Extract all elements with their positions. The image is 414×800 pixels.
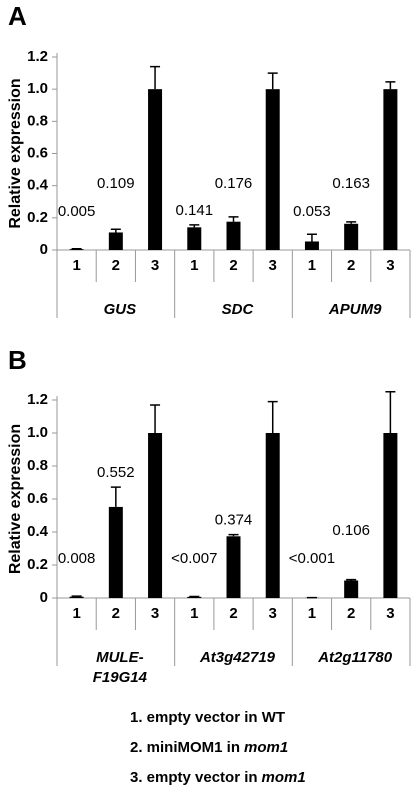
error-bar (385, 81, 396, 90)
bar (344, 223, 359, 250)
bar (187, 227, 202, 250)
x-tick-label: 1 (190, 605, 198, 622)
bar (383, 433, 398, 598)
x-tick-label: 2 (347, 257, 355, 274)
x-tick-label: 1 (190, 257, 198, 274)
x-tick-label: 3 (269, 257, 277, 274)
x-tick-label: 3 (386, 257, 394, 274)
data-label: 0.005 (58, 203, 96, 220)
error-bar (385, 391, 396, 433)
group-label: At3g42719 (199, 649, 276, 666)
y-tick-label: 0.2 (27, 209, 48, 226)
x-tick-label: 2 (112, 257, 120, 274)
bar (265, 433, 280, 598)
group-label: F19G14 (93, 669, 148, 686)
group-label: SDC (222, 301, 255, 318)
x-tick-label: 1 (308, 257, 316, 274)
data-label: 0.163 (332, 175, 370, 192)
group-label: At2g11780 (317, 649, 393, 666)
x-tick-label: 2 (229, 605, 237, 622)
x-tick-label: 1 (72, 257, 80, 274)
x-tick-label: 3 (151, 605, 159, 622)
y-tick-label: 0.4 (27, 523, 49, 540)
data-label: 0.109 (97, 175, 135, 192)
y-tick-label: 0 (40, 241, 48, 258)
y-tick-label: 1.2 (27, 391, 48, 408)
legend-text: 3. empty vector in (130, 769, 258, 786)
legend-entry: 2. miniMOM1 in mom1 (130, 739, 288, 756)
x-tick-label: 3 (269, 605, 277, 622)
x-tick-label: 3 (151, 257, 159, 274)
legend-genotype: mom1 (262, 769, 306, 786)
bar (344, 580, 359, 598)
bar (108, 232, 123, 250)
y-tick-label: 0.4 (27, 177, 49, 194)
data-label: 0.552 (97, 464, 135, 481)
bar (187, 596, 202, 598)
y-tick-label: 1.0 (27, 424, 48, 441)
error-bar (110, 228, 121, 233)
x-tick-label: 2 (347, 605, 355, 622)
bar (265, 89, 280, 251)
error-bar (306, 233, 317, 242)
data-label: 0.141 (176, 202, 214, 219)
legend-text: 1. empty vector in WT (130, 709, 285, 726)
y-tick-label: 0.6 (27, 144, 48, 161)
y-tick-label: 0 (40, 589, 48, 606)
legend-entry: 1. empty vector in WT (130, 709, 285, 726)
bar (383, 89, 398, 251)
x-tick-label: 2 (112, 605, 120, 622)
bar (108, 506, 123, 598)
data-label: 0.106 (332, 522, 370, 539)
legend-entry: 3. empty vector in mom1 (130, 769, 306, 786)
bar (69, 249, 84, 250)
y-tick-label: 0.6 (27, 490, 48, 507)
panel-label: A (8, 1, 27, 31)
error-bar (150, 65, 161, 90)
error-bar (228, 533, 239, 537)
error-bar (267, 72, 278, 90)
group-label: MULE- (96, 649, 144, 666)
y-axis-title: Relative expression (7, 78, 24, 228)
data-label: <0.001 (289, 550, 335, 567)
error-bar (346, 578, 357, 581)
x-tick-label: 2 (229, 257, 237, 274)
group-label: APUM9 (328, 301, 382, 318)
bar (226, 221, 241, 250)
y-tick-label: 0.8 (27, 112, 48, 129)
y-tick-label: 1.2 (27, 48, 48, 65)
legend-text: 2. miniMOM1 in (130, 739, 240, 756)
x-tick-label: 1 (308, 605, 316, 622)
data-label: 0.374 (215, 512, 253, 529)
error-bar (228, 216, 239, 222)
error-bar (267, 400, 278, 433)
y-tick-label: 1.0 (27, 80, 48, 97)
bar (304, 241, 319, 250)
bar (226, 536, 241, 598)
error-bar (150, 404, 161, 433)
bar (148, 89, 163, 251)
x-tick-label: 3 (386, 605, 394, 622)
x-tick-label: 1 (72, 605, 80, 622)
legend-genotype: mom1 (244, 739, 288, 756)
panel-label: B (8, 345, 27, 375)
error-bar (346, 221, 357, 224)
error-bar (110, 486, 121, 507)
data-label: 0.053 (293, 203, 331, 220)
data-label: 0.176 (215, 175, 253, 192)
bar (69, 596, 84, 598)
y-axis-title: Relative expression (7, 424, 24, 574)
data-label: <0.007 (171, 550, 217, 567)
group-label: GUS (104, 301, 137, 318)
data-label: 0.008 (58, 550, 96, 567)
y-tick-label: 0.2 (27, 556, 48, 573)
bar (148, 433, 163, 598)
error-bar (189, 224, 200, 228)
y-tick-label: 0.8 (27, 457, 48, 474)
